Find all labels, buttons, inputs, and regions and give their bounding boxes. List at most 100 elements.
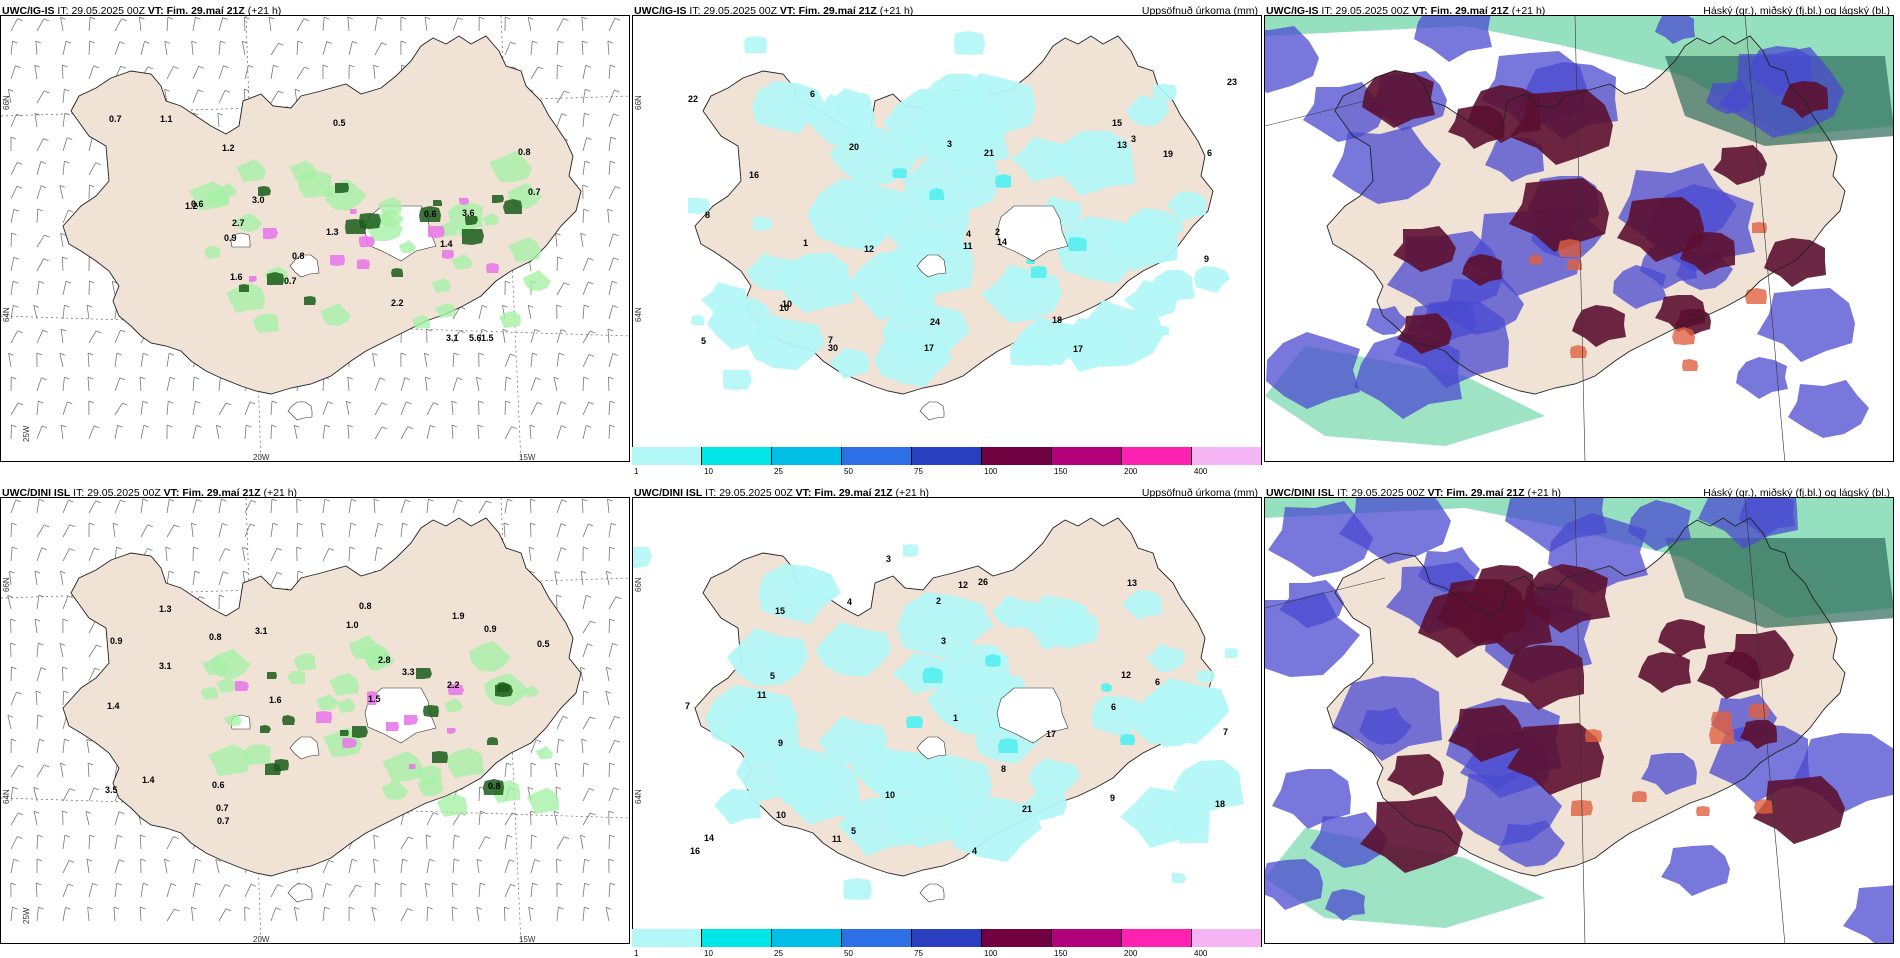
value-label: 1.5 <box>368 694 381 704</box>
value-label: 8 <box>1001 764 1006 774</box>
value-label: 0.8 <box>292 251 305 261</box>
colorbar-tick: 100 <box>984 467 997 476</box>
panel-wind-bottom: UWC/DINI ISL IT: 29.05.2025 00Z VT: Fim.… <box>0 482 630 950</box>
value-label: 1 <box>803 238 808 248</box>
value-label: 1.4 <box>440 239 453 249</box>
svg-text:66N: 66N <box>634 95 643 110</box>
value-label: 3 <box>941 636 946 646</box>
value-label: 3.5 <box>105 785 118 795</box>
value-label: 2 <box>936 596 941 606</box>
colorbar-tick: 10 <box>704 467 713 476</box>
value-label: 4 <box>972 846 977 856</box>
colorbar-tick: 400 <box>1194 949 1207 958</box>
colorbar-tick: 1 <box>634 467 638 476</box>
colorbar-tick: 25 <box>774 467 783 476</box>
value-label: 0.8 <box>488 781 501 791</box>
colorbar-segment <box>1052 447 1122 465</box>
colorbar-tick: 75 <box>914 467 923 476</box>
value-label: 0.9 <box>110 636 123 646</box>
value-label: 3.1 <box>159 661 172 671</box>
value-label: 3 <box>886 554 891 564</box>
value-label: 0.8 <box>359 601 372 611</box>
colorbar-segment <box>1052 929 1122 947</box>
value-label: 1.3 <box>159 604 172 614</box>
svg-text:66N: 66N <box>2 577 11 592</box>
value-label: 3.1 <box>446 333 459 343</box>
value-label: 4 <box>966 229 971 239</box>
value-label: 12 <box>958 580 968 590</box>
svg-text:64N: 64N <box>634 789 643 804</box>
value-label: 1.6 <box>269 695 282 705</box>
value-label: 19 <box>1163 149 1173 159</box>
colorbar-segment <box>1192 447 1262 465</box>
colorbar-segment <box>912 447 982 465</box>
value-label: 5 <box>701 336 706 346</box>
value-label: 2.2 <box>447 680 460 690</box>
value-label: 5 <box>770 671 775 681</box>
value-label: 8 <box>705 210 710 220</box>
value-label: 1.4 <box>142 775 155 785</box>
colorbar-tick: 150 <box>1054 949 1067 958</box>
colorbar-tick: 150 <box>1054 467 1067 476</box>
value-label: 9 <box>1204 254 1209 264</box>
value-label: 1.4 <box>107 701 120 711</box>
value-label: 7 <box>1223 727 1228 737</box>
value-label: 0.7 <box>528 187 541 197</box>
colorbar-segment <box>1122 447 1192 465</box>
value-label: 5.6 <box>469 333 482 343</box>
value-label: 0.6 <box>212 780 225 790</box>
colorbar-segment <box>982 929 1052 947</box>
value-label: 1.6 <box>230 272 243 282</box>
cloud-map[interactable] <box>1264 15 1894 462</box>
value-label: 12 <box>1121 670 1131 680</box>
value-label: 0.7 <box>216 803 229 813</box>
value-label: 3.3 <box>402 667 415 677</box>
value-label: 11 <box>832 834 842 844</box>
value-label: 5 <box>851 826 856 836</box>
colorbar-segment <box>1192 929 1262 947</box>
colorbar-tick: 10 <box>704 949 713 958</box>
svg-text:25W: 25W <box>22 425 31 442</box>
colorbar-tick: 1 <box>634 949 638 958</box>
value-label: 7 <box>685 701 690 711</box>
iceland-land <box>63 36 581 394</box>
panel-cloud-top: UWC/IG-IS IT: 29.05.2025 00Z VT: Fim. 29… <box>1264 0 1894 468</box>
svg-text:66N: 66N <box>634 577 643 592</box>
value-label: 0.9 <box>484 624 497 634</box>
value-label: 23 <box>1227 77 1237 87</box>
map-canvas <box>1265 16 1894 462</box>
colorbar-segment <box>632 929 702 947</box>
value-label: 10 <box>782 299 792 309</box>
colorbar-tick: 400 <box>1194 467 1207 476</box>
value-label: 6 <box>810 89 815 99</box>
value-label: 16 <box>749 170 759 180</box>
colorbar-segment <box>702 447 772 465</box>
colorbar-segment <box>912 929 982 947</box>
value-label: 6 <box>1207 148 1212 158</box>
colorbar-segment <box>702 929 772 947</box>
colorbar-segment <box>772 447 842 465</box>
value-label: 15 <box>1112 118 1122 128</box>
value-label: 2 <box>995 227 1000 237</box>
colorbar-segment <box>842 929 912 947</box>
value-label: 24 <box>930 317 940 327</box>
value-label: 1.9 <box>452 611 465 621</box>
value-label: 6 <box>1111 702 1116 712</box>
value-label: 1.3 <box>326 227 339 237</box>
svg-text:25W: 25W <box>22 907 31 924</box>
svg-text:20W: 20W <box>253 935 270 944</box>
value-label: 18 <box>1052 315 1062 325</box>
value-label: 3 <box>947 139 952 149</box>
value-label: 20 <box>849 142 859 152</box>
colorbar-segment <box>982 447 1052 465</box>
svg-text:20W: 20W <box>253 453 270 462</box>
cloud-map[interactable] <box>1264 497 1894 944</box>
colorbar-segment <box>772 929 842 947</box>
